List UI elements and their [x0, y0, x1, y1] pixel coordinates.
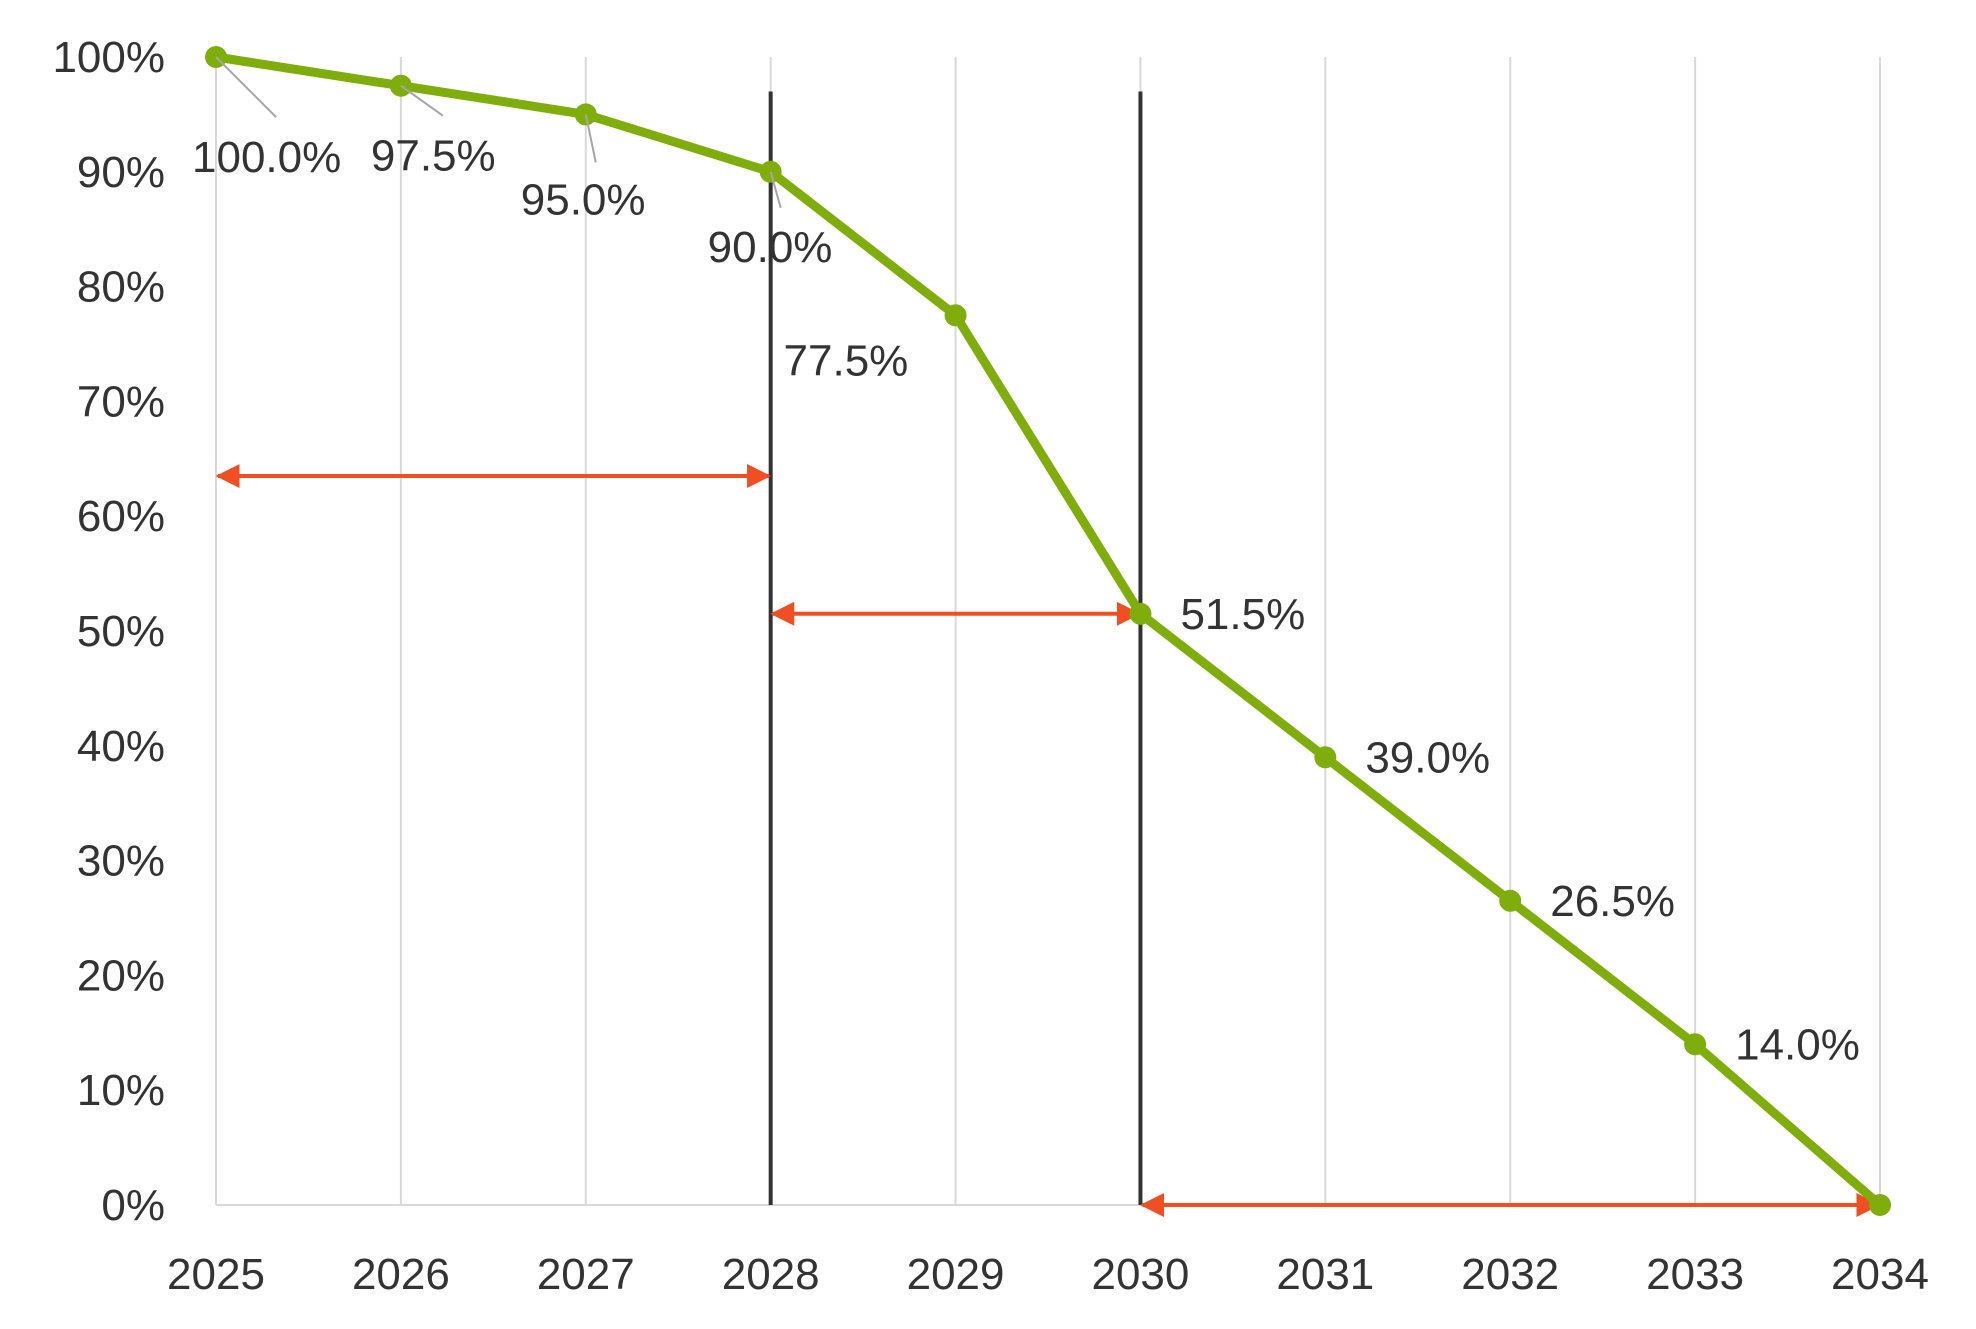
- data-label-2031: 39.0%: [1365, 733, 1490, 782]
- annotations: [215, 91, 1881, 1217]
- data-point-2032: [1499, 889, 1522, 912]
- x-tick-label: 2034: [1831, 1250, 1929, 1299]
- grid-lines: [215, 57, 1881, 1205]
- x-tick-label: 2027: [537, 1250, 635, 1299]
- data-point-2034: [1869, 1194, 1891, 1216]
- y-tick-label: 40%: [77, 722, 165, 771]
- y-tick-label: 10%: [77, 1066, 165, 1115]
- data-point-2029: [944, 304, 967, 327]
- leader-line-2028: [769, 171, 782, 209]
- data-label-2033: 14.0%: [1735, 1020, 1860, 1069]
- data-point-2031: [1314, 746, 1337, 769]
- y-tick-label: 0%: [101, 1181, 165, 1230]
- data-point-2033: [1684, 1033, 1707, 1056]
- labels: 0% 10% 20% 30% 40% 50% 60% 70% 80% 90% 100% 2025 202…: [52, 33, 1928, 1299]
- x-tick-label: 2029: [907, 1250, 1005, 1299]
- data-label-2030: 51.5%: [1180, 590, 1305, 639]
- y-tick-label: 50%: [77, 607, 165, 656]
- leader-line-2026: [400, 84, 444, 117]
- y-tick-label: 70%: [77, 377, 165, 426]
- data-point-2030: [1129, 602, 1152, 625]
- data-label-2026: 97.5%: [371, 132, 496, 181]
- data-label-2028: 90.0%: [708, 223, 833, 272]
- y-tick-label: 30%: [77, 837, 165, 886]
- x-tick-label: 2026: [352, 1250, 450, 1299]
- x-tick-label: 2028: [722, 1250, 820, 1299]
- data-label-2025: 100.0%: [192, 133, 341, 182]
- x-tick-label: 2025: [167, 1250, 265, 1299]
- data-label-2029: 77.5%: [784, 336, 909, 385]
- series-line: [211, 52, 1885, 1210]
- data-label-2027: 95.0%: [521, 175, 646, 224]
- x-tick-label: 2031: [1276, 1250, 1374, 1299]
- data-label-2032: 26.5%: [1550, 877, 1675, 926]
- x-tick-label: 2032: [1461, 1250, 1559, 1299]
- series: [205, 46, 1891, 1216]
- x-tick-label: 2030: [1091, 1250, 1189, 1299]
- y-tick-label: 90%: [77, 148, 165, 197]
- x-tick-label: 2033: [1646, 1250, 1744, 1299]
- y-tick-label: 80%: [77, 263, 165, 312]
- y-tick-label: 100%: [52, 33, 165, 82]
- leader-line-2025: [215, 56, 277, 118]
- y-tick-label: 60%: [77, 492, 165, 541]
- leader-line-2027: [584, 114, 597, 163]
- y-tick-label: 20%: [77, 951, 165, 1000]
